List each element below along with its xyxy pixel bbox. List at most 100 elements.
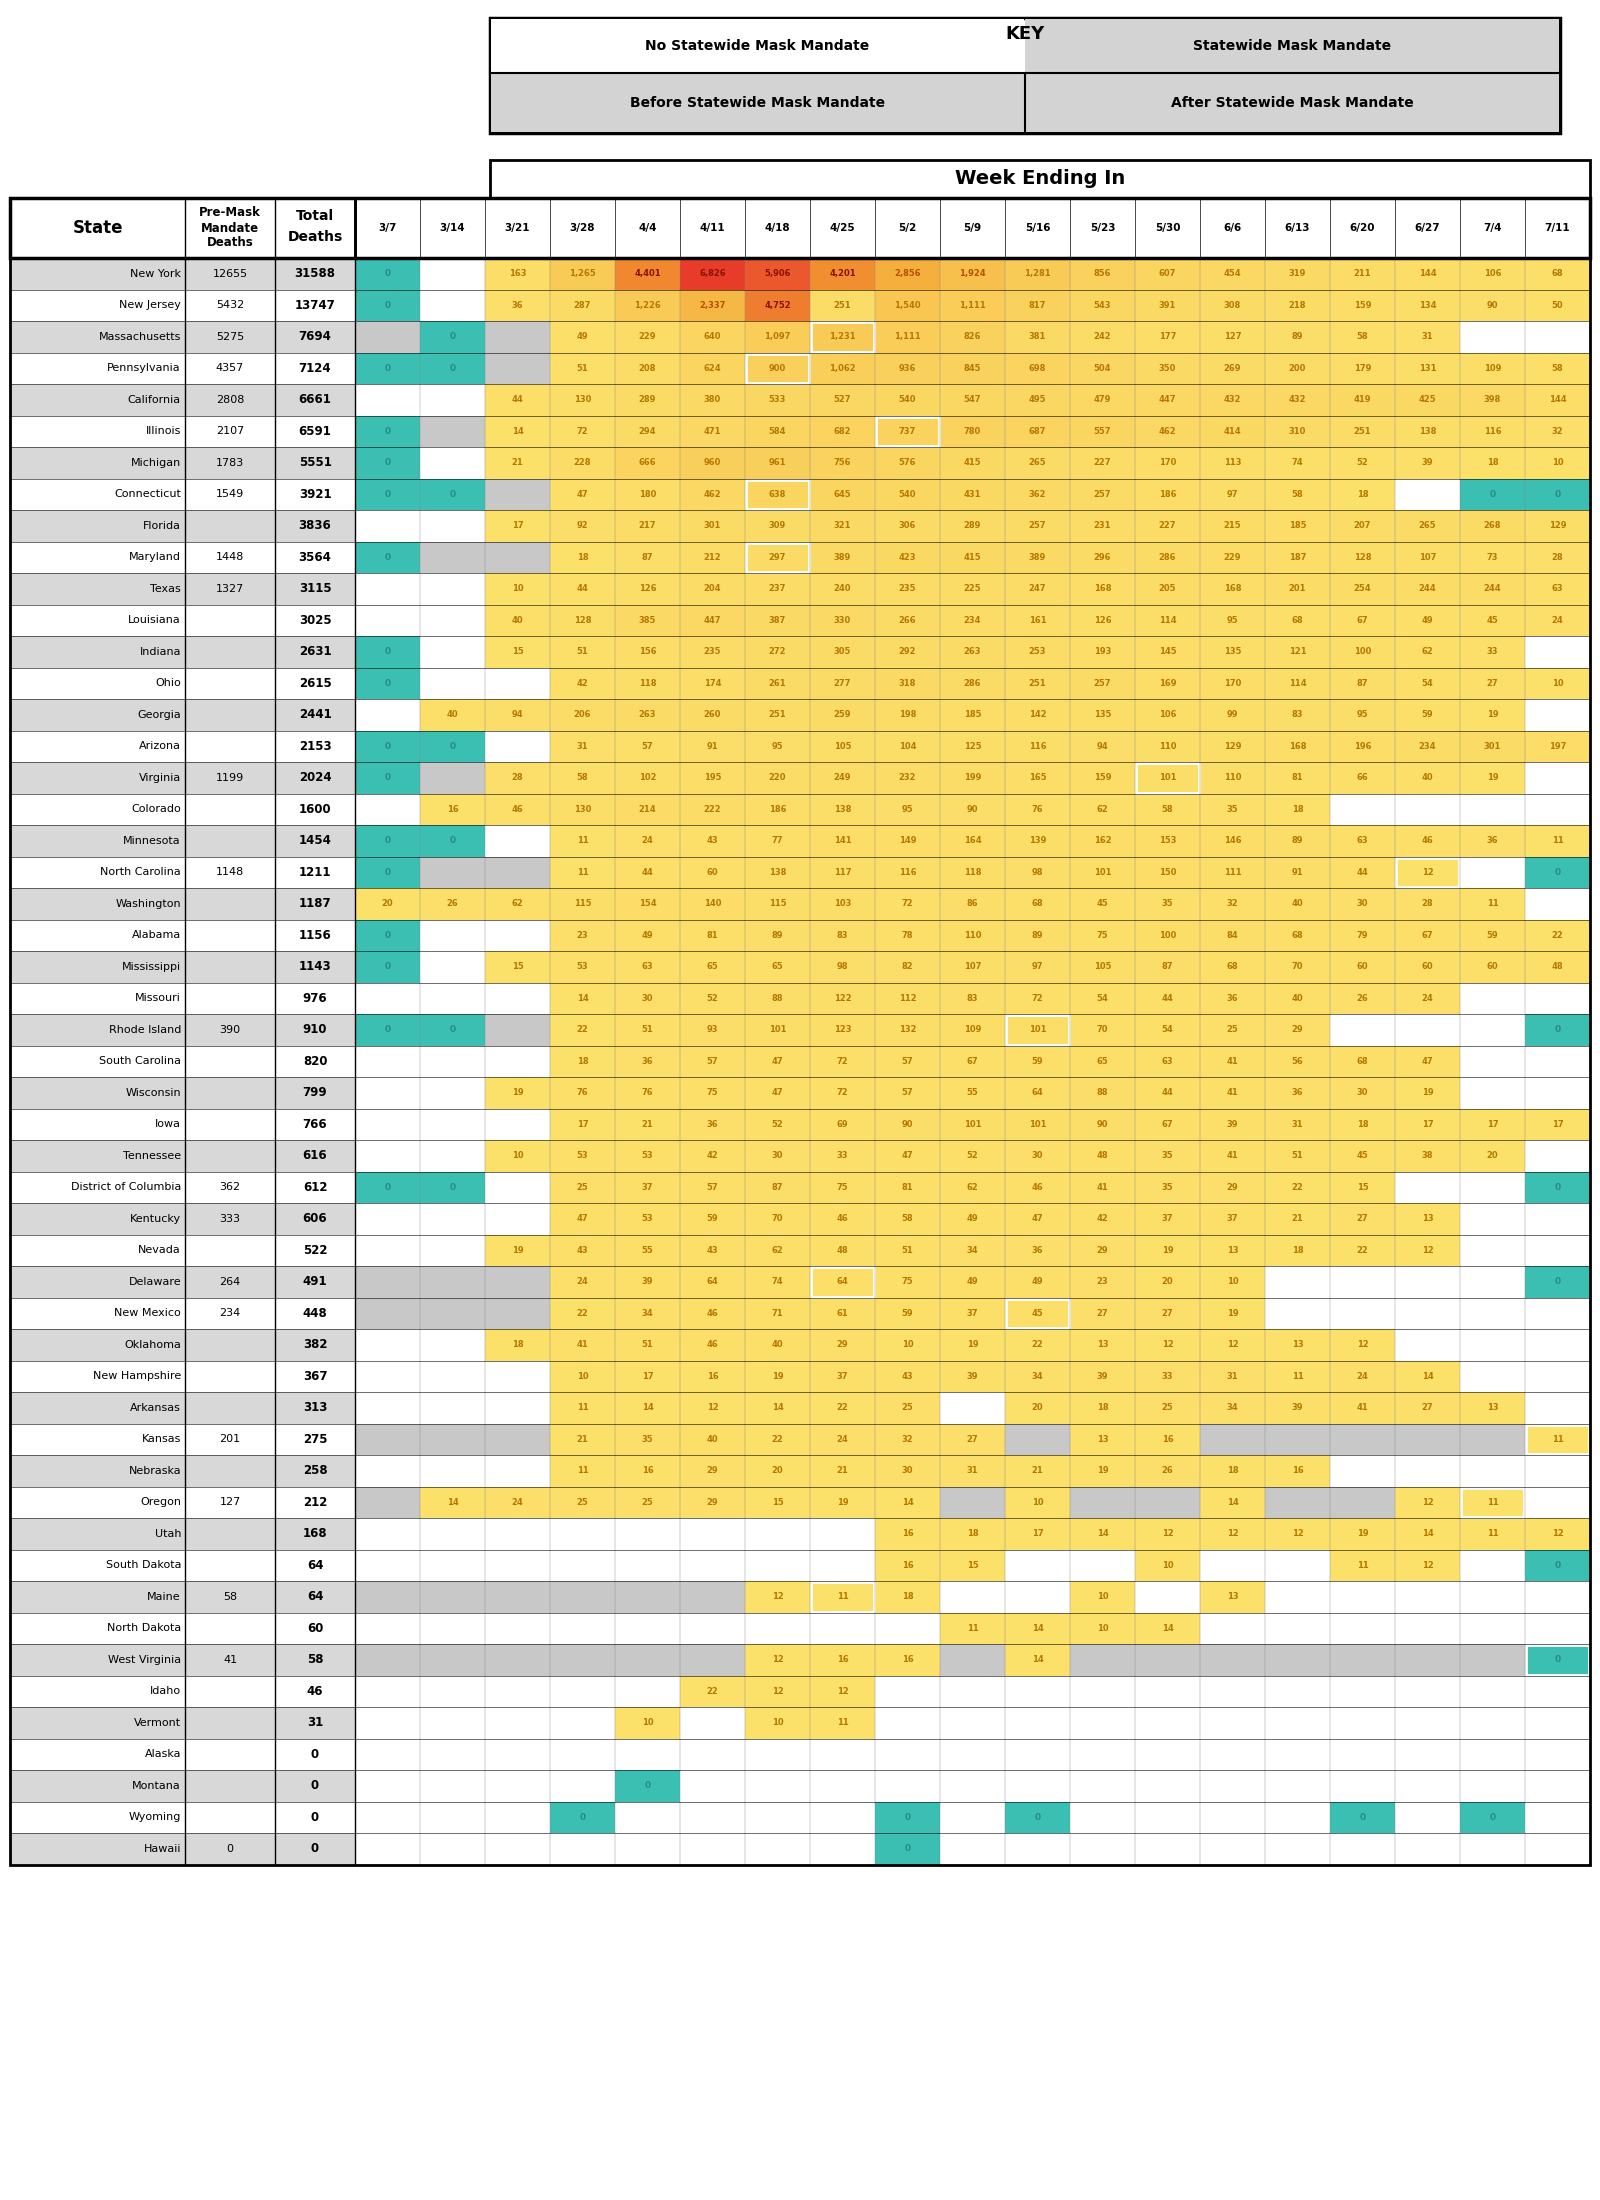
Bar: [680, 983, 746, 1014]
Text: 43: 43: [576, 1245, 589, 1254]
Bar: [1525, 636, 1590, 667]
Bar: [10, 1771, 355, 1802]
Bar: [1134, 541, 1200, 572]
Bar: [1200, 1078, 1266, 1109]
Bar: [875, 1549, 941, 1582]
Text: 199: 199: [963, 772, 981, 783]
Bar: [1330, 1454, 1395, 1487]
Bar: [1395, 825, 1459, 856]
Bar: [1200, 1676, 1266, 1707]
Bar: [680, 605, 746, 636]
Bar: [550, 1265, 614, 1298]
Text: Deaths: Deaths: [288, 231, 342, 244]
Bar: [355, 1109, 419, 1140]
Text: 292: 292: [899, 647, 917, 656]
Text: 42: 42: [707, 1151, 718, 1159]
Bar: [355, 1833, 419, 1866]
Bar: [680, 1454, 746, 1487]
Text: 612: 612: [302, 1181, 328, 1195]
Bar: [1459, 257, 1525, 290]
Bar: [1005, 257, 1070, 290]
Bar: [1134, 667, 1200, 700]
Bar: [355, 1549, 419, 1582]
Bar: [1200, 1738, 1266, 1771]
Text: 12: 12: [1162, 1529, 1173, 1538]
Bar: [810, 1360, 875, 1393]
Text: Before Statewide Mask Mandate: Before Statewide Mask Mandate: [630, 97, 885, 110]
Text: 11: 11: [1357, 1560, 1368, 1571]
Bar: [1330, 1738, 1395, 1771]
Text: North Dakota: North Dakota: [107, 1624, 181, 1632]
Bar: [1395, 1613, 1459, 1643]
Text: 910: 910: [302, 1023, 328, 1036]
Bar: [1459, 794, 1525, 825]
Bar: [680, 321, 746, 352]
Bar: [1200, 1045, 1266, 1078]
Text: Kansas: Kansas: [142, 1434, 181, 1443]
Bar: [419, 1298, 485, 1329]
Text: 40: 40: [1291, 900, 1304, 909]
Text: 12: 12: [771, 1654, 784, 1663]
Bar: [419, 510, 485, 541]
Bar: [875, 1423, 941, 1454]
Bar: [550, 1393, 614, 1423]
Bar: [10, 983, 355, 1014]
Text: 24: 24: [1422, 994, 1434, 1003]
Bar: [1266, 761, 1330, 794]
Bar: [1200, 1360, 1266, 1393]
Text: Michigan: Michigan: [131, 458, 181, 469]
Text: 58: 58: [1162, 805, 1173, 814]
Text: Colorado: Colorado: [131, 805, 181, 814]
Bar: [1266, 1549, 1330, 1582]
Bar: [746, 636, 810, 667]
Text: 3/14: 3/14: [440, 222, 466, 233]
Bar: [1200, 416, 1266, 447]
Bar: [550, 480, 614, 510]
Text: 16: 16: [902, 1654, 914, 1663]
Text: 91: 91: [707, 741, 718, 750]
Bar: [1070, 1140, 1134, 1170]
Bar: [1134, 1518, 1200, 1549]
Bar: [550, 1518, 614, 1549]
Bar: [680, 700, 746, 730]
Bar: [1395, 321, 1459, 352]
Bar: [10, 1203, 355, 1234]
Bar: [875, 352, 941, 385]
Text: 95: 95: [771, 741, 784, 750]
Bar: [941, 1393, 1005, 1423]
Text: 1,231: 1,231: [829, 332, 856, 341]
Bar: [419, 1613, 485, 1643]
Text: 20: 20: [1032, 1404, 1043, 1412]
Text: 211: 211: [1354, 268, 1371, 277]
Text: 98: 98: [1032, 867, 1043, 878]
Bar: [419, 983, 485, 1014]
Text: 49: 49: [642, 931, 653, 939]
Text: 820: 820: [302, 1054, 328, 1067]
Bar: [1395, 856, 1459, 889]
Text: 68: 68: [1552, 268, 1563, 277]
Bar: [550, 700, 614, 730]
Text: 14: 14: [1422, 1529, 1434, 1538]
Bar: [355, 761, 419, 794]
Bar: [1134, 416, 1200, 447]
Bar: [1134, 730, 1200, 761]
Text: Ohio: Ohio: [155, 678, 181, 689]
Text: Montana: Montana: [133, 1780, 181, 1791]
Text: 14: 14: [1096, 1529, 1109, 1538]
Bar: [614, 321, 680, 352]
Bar: [1200, 352, 1266, 385]
Bar: [680, 1170, 746, 1203]
Text: Nebraska: Nebraska: [128, 1465, 181, 1476]
Text: 40: 40: [512, 616, 523, 625]
Text: 19: 19: [512, 1089, 523, 1098]
Bar: [1330, 1423, 1395, 1454]
Text: 50: 50: [1552, 301, 1563, 310]
Text: 533: 533: [770, 396, 786, 405]
Text: 14: 14: [1162, 1624, 1173, 1632]
Text: 19: 19: [966, 1340, 978, 1349]
Text: 105: 105: [834, 741, 851, 750]
Text: 41: 41: [222, 1654, 237, 1665]
Bar: [355, 1265, 419, 1298]
Bar: [875, 1265, 941, 1298]
Text: 19: 19: [1096, 1465, 1109, 1476]
